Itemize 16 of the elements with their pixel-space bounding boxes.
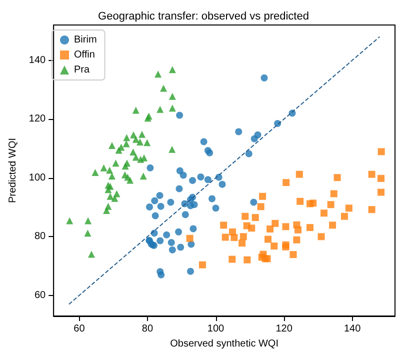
legend-label: Pra <box>74 64 90 76</box>
x-tick-label: 120 <box>276 324 293 334</box>
chart-title: Geographic transfer: observed vs predicted <box>98 10 309 22</box>
x-tick-label: 80 <box>142 324 154 334</box>
x-axis-title: Observed synthetic WQI <box>170 338 278 350</box>
y-tick-label: 60 <box>34 290 46 301</box>
legend-label: Offin <box>74 50 95 60</box>
y-tick-label: 80 <box>34 231 46 242</box>
y-tick-label: 120 <box>28 114 46 125</box>
x-tick-label: 100 <box>207 324 225 334</box>
y-tick-label: 140 <box>28 54 46 66</box>
legend-label: Birim <box>74 34 97 46</box>
x-tick-label: 140 <box>344 324 362 334</box>
x-tick-label: 60 <box>74 324 86 334</box>
y-tick-label: 100 <box>28 172 46 184</box>
y-axis-title: Predicted WQI <box>8 138 18 204</box>
